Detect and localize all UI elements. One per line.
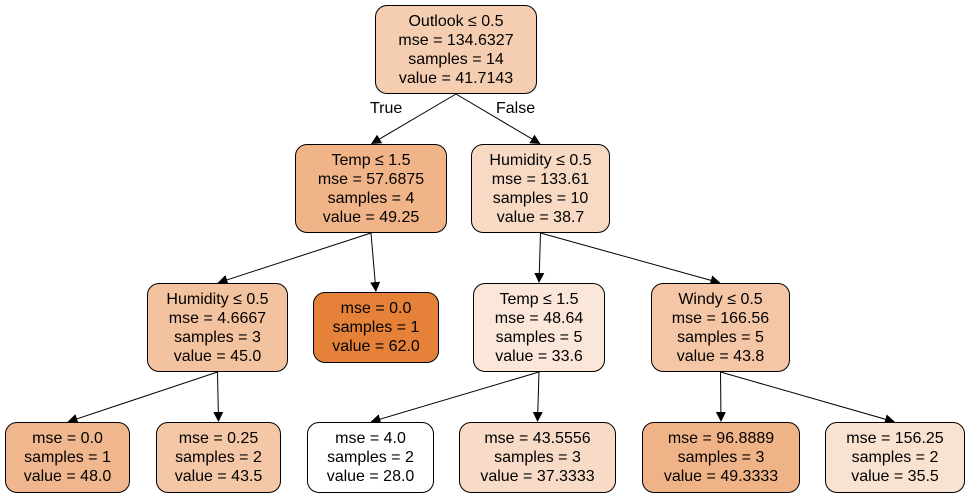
tree-node-n8: mse = 4.0 samples = 2 value = 28.0 [307,422,434,493]
node-text-line: samples = 10 [492,189,589,207]
node-text-line: mse = 134.6327 [398,31,514,49]
tree-edge-n2-n3 [67,371,218,424]
node-text-line: samples = 3 [677,449,765,466]
node-text-line: Temp ≤ 1.5 [499,290,579,308]
node-text-line: mse = 0.0 [32,430,103,447]
node-text-line: samples = 1 [24,449,111,466]
tree-edge-n0-n1 [371,93,457,145]
node-text-line: mse = 0.0 [340,300,412,317]
node-text-line: value = 38.7 [496,208,585,226]
node-text-line: samples = 5 [495,328,583,346]
tree-node-n3: mse = 0.0 samples = 1 value = 48.0 [5,422,130,493]
node-text-line: samples = 14 [408,50,504,68]
node-text-line: value = 48.0 [23,468,112,485]
tree-edge-n2-n4 [213,371,224,423]
node-text-line: Outlook ≤ 0.5 [408,12,504,30]
tree-node-n7: Temp ≤ 1.5 mse = 48.64 samples = 5 value = … [473,283,605,372]
tree-node-n4: mse = 0.25 samples = 2 value = 43.5 [156,422,281,493]
tree-edge-n1-n2 [217,232,372,285]
tree-edge-n6-n10 [540,232,721,286]
tree-node-n10: Windy ≤ 0.5 mse = 166.56 samples = 5 value … [651,283,790,372]
tree-edge-n0-n6 [455,93,541,144]
tree-node-n6: Humidity ≤ 0.5 mse = 133.61 samples = 10 va… [471,144,610,233]
tree-edge-n7-n8 [370,371,540,424]
node-text-line: Windy ≤ 0.5 [678,290,763,308]
node-text-line: value = 33.6 [495,347,583,365]
node-text-line: samples = 4 [327,189,415,207]
node-text-line: mse = 133.61 [491,170,590,188]
tree-node-n12: mse = 156.25 samples = 2 value = 35.5 [825,422,965,493]
tree-edge-n6-n7 [534,232,545,284]
node-text-line: Humidity ≤ 0.5 [166,290,269,308]
node-text-line: value = 49.3333 [663,468,779,485]
node-text-line: mse = 156.25 [846,430,944,447]
node-text-line: mse = 166.56 [671,309,770,327]
node-text-line: samples = 5 [677,328,764,346]
tree-node-n11: mse = 96.8889 samples = 3 value = 49.3333 [642,422,800,493]
node-text-line: samples = 3 [174,328,261,346]
tree-node-n2: Humidity ≤ 0.5 mse = 4.6667 samples = 3 val… [147,283,288,372]
node-text-line: value = 35.5 [851,468,939,485]
node-text-line: value = 49.25 [322,208,420,226]
node-text-line: samples = 1 [332,319,420,336]
tree-node-n5: mse = 0.0 samples = 1 value = 62.0 [313,292,439,363]
node-text-line: samples = 2 [175,449,262,466]
node-text-line: value = 45.0 [173,347,262,365]
node-text-line: Humidity ≤ 0.5 [489,151,592,169]
edge-label-true: True [370,100,403,117]
node-text-line: value = 62.0 [332,338,420,355]
tree-edge-n1-n5 [370,232,381,292]
node-text-line: samples = 3 [494,449,581,466]
node-text-line: value = 43.8 [676,347,765,365]
node-text-line: value = 37.3333 [480,468,595,485]
node-text-line: samples = 2 [851,449,939,466]
node-text-line: value = 41.7143 [398,69,514,87]
node-text-line: mse = 0.25 [178,430,259,447]
node-text-line: mse = 57.6875 [317,170,425,188]
node-text-line: samples = 2 [327,449,414,466]
node-text-line: Temp ≤ 1.5 [331,151,411,169]
tree-edge-n7-n9 [532,371,543,423]
tree-edge-n10-n12 [720,371,896,425]
node-text-line: value = 43.5 [174,468,263,485]
node-text-line: mse = 48.64 [494,309,584,327]
node-text-line: mse = 43.5556 [484,430,591,447]
tree-node-n0: Outlook ≤ 0.5 mse = 134.6327 samples = 14 v… [375,5,537,94]
tree-node-n9: mse = 43.5556 samples = 3 value = 37.3333 [459,422,616,493]
tree-node-n1: Temp ≤ 1.5 mse = 57.6875 samples = 4 value … [295,144,447,233]
edge-label-false: False [496,100,536,117]
node-text-line: mse = 4.6667 [168,309,267,327]
node-text-line: value = 28.0 [326,468,415,485]
node-text-line: mse = 96.8889 [667,430,775,447]
node-text-line: mse = 4.0 [335,430,406,447]
